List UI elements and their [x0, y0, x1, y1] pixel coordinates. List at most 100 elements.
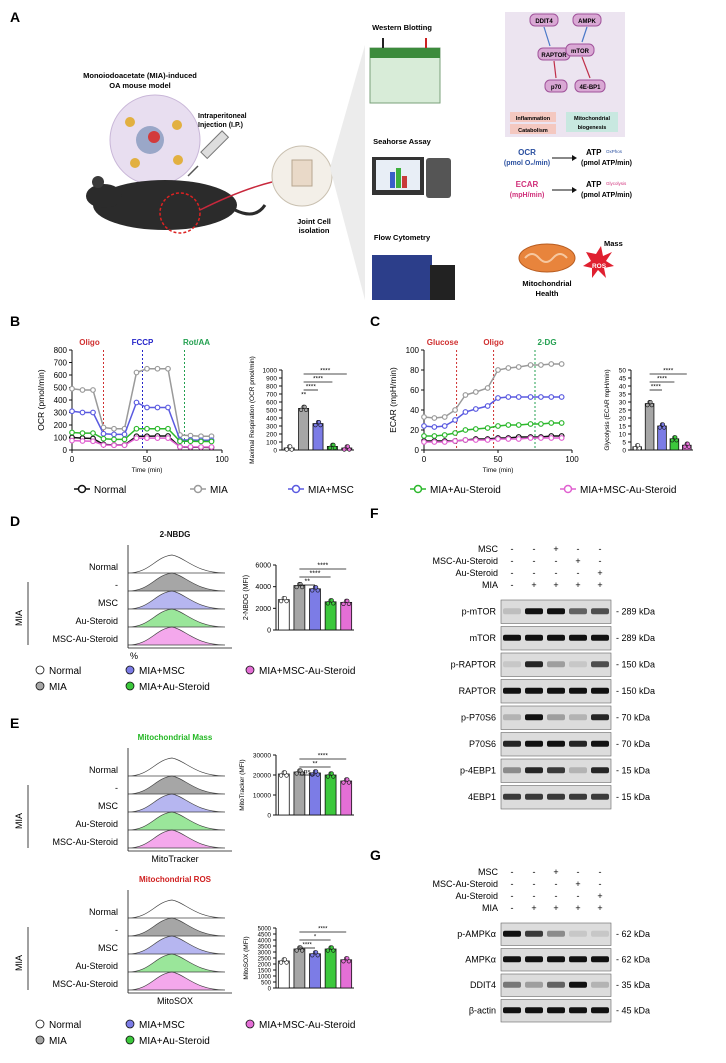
- condition-sign: +: [597, 568, 602, 578]
- blot-band: [569, 687, 587, 694]
- data-point: [177, 438, 183, 445]
- replicate-point: [298, 945, 303, 950]
- y-tick-label: 0: [268, 987, 272, 993]
- y-tick-label: 1000: [258, 975, 272, 981]
- histogram-peak: [127, 757, 226, 777]
- data-point: [441, 414, 448, 420]
- condition-label: MIA: [482, 580, 498, 590]
- fanout-shadow: [330, 45, 365, 300]
- legend-label: MIA: [49, 1036, 67, 1047]
- replicate-point: [282, 596, 287, 601]
- y-tick-label: 4500: [258, 933, 272, 939]
- blot-band: [591, 740, 609, 747]
- data-point: [133, 425, 140, 432]
- data-point: [421, 423, 427, 429]
- data-point: [472, 389, 479, 395]
- bar: [324, 774, 337, 816]
- seahorse-label: Seahorse Assay: [373, 137, 432, 146]
- data-point: [558, 420, 565, 426]
- y-axis-label: MitoSOX (MFI): [243, 936, 250, 979]
- injection-label: Oligo: [483, 338, 504, 347]
- legend-marker: [125, 681, 135, 691]
- legend-label: MIA+MSC-Au-Steroid: [259, 1020, 355, 1031]
- replicate-point: [632, 446, 638, 451]
- p70-node: [544, 79, 568, 93]
- replicate-point: [278, 599, 284, 604]
- histogram-mitotracker: Mitochondrial Mass Normal - MSC Au-Steroid MS…: [14, 733, 232, 864]
- histogram-peak: [127, 554, 226, 574]
- replicate-point: [345, 444, 350, 449]
- pathway-arrow: [581, 56, 591, 79]
- group-label: MIA: [14, 610, 24, 626]
- condition-sign: -: [511, 879, 514, 889]
- blot-band: [569, 661, 587, 668]
- legend-e: Normal MIA MIA+MSC MIA+Au-Steroid MIA+MSC-Au…: [35, 1019, 355, 1047]
- y-tick-label: 1500: [258, 969, 272, 975]
- panel-label-d: D: [10, 513, 20, 529]
- data-point: [79, 438, 86, 444]
- y-tick-label: 35: [619, 392, 627, 399]
- replicate-point: [329, 945, 334, 950]
- data-point: [548, 394, 555, 400]
- histogram-peak: [127, 626, 226, 646]
- blot-band: [591, 608, 609, 615]
- data-point: [69, 429, 75, 436]
- data-point: [90, 430, 96, 437]
- mito-health-label-2: Health: [536, 289, 559, 298]
- data-point: [558, 394, 565, 400]
- replicate-point: [313, 950, 319, 955]
- data-point: [505, 365, 512, 371]
- y-axis-label: OCR (pmol/min): [36, 369, 46, 431]
- kda-label: - 62 kDa: [616, 929, 650, 939]
- y-tick-label: 30: [619, 400, 627, 407]
- atp-oxphos-sup: OxPhos: [606, 149, 623, 154]
- blot-band: [569, 767, 587, 774]
- data-point: [111, 431, 117, 438]
- y-tick-label: 900: [266, 376, 277, 383]
- significance-label: ****: [320, 368, 331, 375]
- blot-band: [591, 714, 609, 721]
- condition-sign: -: [577, 568, 580, 578]
- histogram-row-label: MSC-Au-Steroid: [52, 634, 118, 644]
- data-point: [548, 361, 555, 367]
- data-point: [79, 430, 86, 437]
- histogram-peak: [127, 935, 226, 955]
- injection-label: Rot/AA: [183, 338, 210, 347]
- condition-label: MIA: [482, 903, 498, 913]
- blot-band: [591, 981, 609, 988]
- legend-label: MIA+Au-Steroid: [430, 485, 501, 496]
- catabolism-label: Catabolism: [518, 128, 548, 134]
- histogram-mitosox: Mitochondrial ROS Normal - MSC Au-Steroid MSC…: [14, 875, 232, 1006]
- data-point: [527, 421, 534, 427]
- blot-band: [547, 956, 565, 963]
- panel-label-a: A: [10, 9, 20, 25]
- replicate-point: [645, 403, 650, 408]
- atp-oxphos: ATP: [586, 148, 602, 157]
- replicate-point: [325, 774, 330, 779]
- x-tick-label: 50: [143, 455, 152, 464]
- y-tick-label: 0: [267, 628, 271, 635]
- y-tick-label: 80: [410, 366, 419, 375]
- histogram-title: Mitochondrial Mass: [138, 733, 213, 742]
- replicate-point: [313, 423, 318, 428]
- western-blot-label: Western Blotting: [372, 23, 432, 32]
- bar: [324, 601, 337, 631]
- data-point: [165, 425, 171, 432]
- histogram-row-label: Au-Steroid: [75, 961, 118, 971]
- data-point: [495, 436, 501, 442]
- histogram-row-label: -: [115, 783, 118, 793]
- protein-label: RAPTOR: [459, 686, 497, 696]
- blot-band: [503, 956, 521, 963]
- data-point: [452, 430, 458, 436]
- data-point: [548, 435, 555, 441]
- data-point: [144, 404, 150, 411]
- data-point: [90, 438, 96, 445]
- data-point: [505, 422, 512, 428]
- condition-sign: -: [555, 879, 558, 889]
- blot-band: [503, 608, 521, 615]
- histogram-row-label: MSC-Au-Steroid: [52, 979, 118, 989]
- data-point: [484, 385, 491, 391]
- replicate-point: [648, 400, 653, 405]
